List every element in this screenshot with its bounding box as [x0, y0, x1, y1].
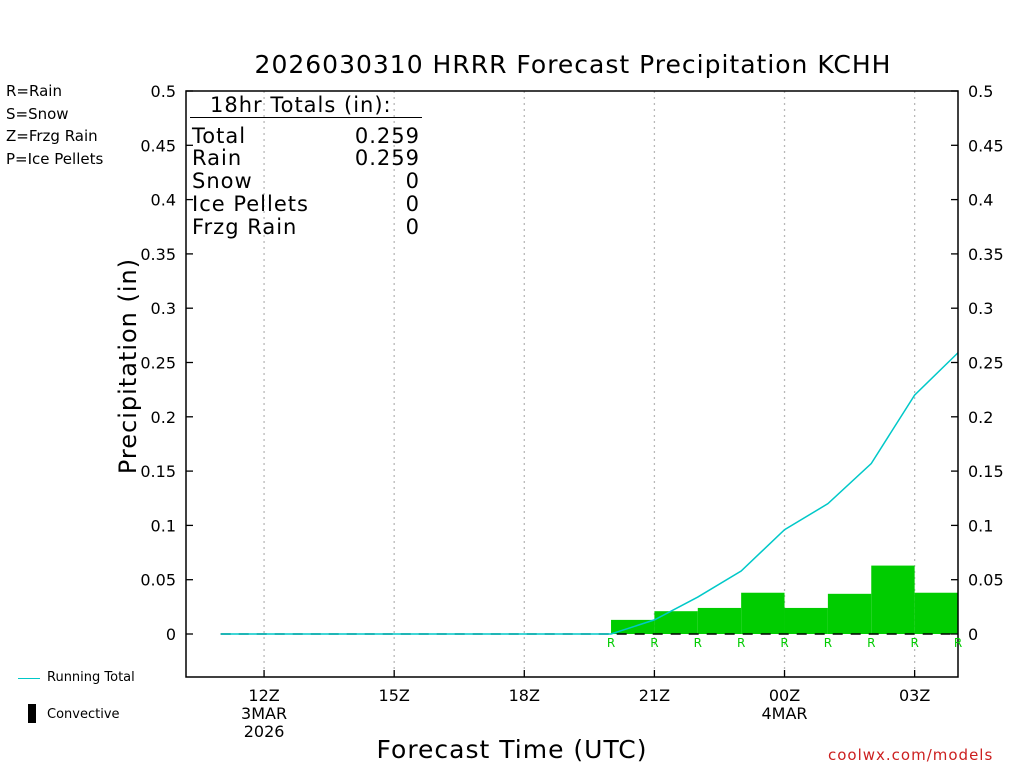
legend-convective: Convective: [47, 707, 120, 722]
y-tick-label-right: 0.4: [968, 191, 993, 210]
y-tick-label-left: 0.25: [140, 354, 176, 373]
y-tick-label-right: 0.2: [968, 408, 993, 427]
y-tick-label-left: 0.2: [151, 408, 176, 427]
precip-bar: [827, 593, 872, 634]
precip-bar: [914, 592, 958, 634]
ptype-marker-rain: R: [867, 636, 875, 650]
x-axis-label: Forecast Time (UTC): [376, 735, 648, 764]
totals-value-ice-pellets: 0: [405, 192, 420, 216]
legend-snow: S=Snow: [6, 105, 69, 123]
legend-ice-pellets: P=Ice Pellets: [6, 150, 104, 168]
y-tick-label-left: 0.35: [140, 245, 176, 264]
ptype-marker-rain: R: [607, 636, 615, 650]
precip-bar: [697, 607, 742, 634]
ptype-marker-rain: R: [694, 636, 702, 650]
y-tick-label-right: 0.25: [968, 354, 1004, 373]
ptype-marker-rain: R: [780, 636, 788, 650]
y-tick-label-left: 0.5: [151, 82, 176, 101]
precip-bar: [871, 565, 915, 634]
precip-bar: [654, 611, 698, 634]
precip-bar: [784, 607, 828, 634]
y-tick-label-right: 0.15: [968, 462, 1004, 481]
totals-label-snow: Snow: [192, 169, 253, 193]
x-tick-label: 12Z: [248, 686, 279, 705]
precip-bar: [741, 592, 785, 634]
y-tick-label-right: 0.5: [968, 82, 993, 101]
x-tick-label: 18Z: [509, 686, 540, 705]
running-total-legend-line: [18, 678, 40, 679]
x-tick-label: 21Z: [639, 686, 670, 705]
y-tick-label-left: 0: [166, 625, 176, 644]
y-tick-label-right: 0.05: [968, 571, 1004, 590]
x-tick-label: 00Z: [769, 686, 800, 705]
x-tick-label: 3MAR: [241, 704, 287, 723]
x-tick-label: 03Z: [899, 686, 930, 705]
totals-label-rain: Rain: [192, 146, 243, 170]
x-tick-label: 4MAR: [761, 704, 807, 723]
y-tick-label-left: 0.1: [151, 516, 176, 535]
convective-legend-bar: [28, 704, 36, 723]
x-tick-label: 2026: [244, 722, 285, 741]
ptype-marker-rain: R: [650, 636, 658, 650]
y-tick-label-right: 0.1: [968, 516, 993, 535]
y-tick-label-left: 0.05: [140, 571, 176, 590]
totals-underline: [190, 117, 422, 118]
totals-value-frzg-rain: 0: [405, 215, 420, 239]
y-tick-label-right: 0.3: [968, 299, 993, 318]
x-tick-label: 15Z: [379, 686, 410, 705]
ptype-marker-rain: R: [954, 636, 962, 650]
totals-label-total: Total: [192, 124, 247, 148]
y-tick-label-right: 0: [968, 625, 978, 644]
y-tick-label-left: 0.3: [151, 299, 176, 318]
totals-label-frzg-rain: Frzg Rain: [192, 215, 298, 239]
y-tick-label-right: 0.45: [968, 136, 1004, 155]
legend-rain: R=Rain: [6, 82, 62, 100]
y-tick-label-left: 0.45: [140, 136, 176, 155]
totals-value-rain: 0.259: [354, 146, 420, 170]
chart-title: 2026030310 HRRR Forecast Precipitation K…: [254, 50, 892, 79]
totals-value-snow: 0: [405, 169, 420, 193]
totals-header: 18hr Totals (in):: [210, 93, 392, 117]
totals-label-ice-pellets: Ice Pellets: [192, 192, 309, 216]
running-total-line: [220, 352, 959, 635]
y-tick-label-left: 0.4: [151, 191, 176, 210]
legend-running-total: Running Total: [47, 670, 135, 685]
legend-frzg-rain: Z=Frzg Rain: [6, 127, 98, 145]
ptype-marker-rain: R: [737, 636, 745, 650]
ptype-marker-rain: R: [824, 636, 832, 650]
plot-frame: [185, 90, 959, 678]
ptype-marker-rain: R: [910, 636, 918, 650]
y-tick-label-left: 0.15: [140, 462, 176, 481]
totals-value-total: 0.259: [354, 124, 420, 148]
watermark: coolwx.com/models: [828, 746, 994, 764]
y-tick-label-right: 0.35: [968, 245, 1004, 264]
